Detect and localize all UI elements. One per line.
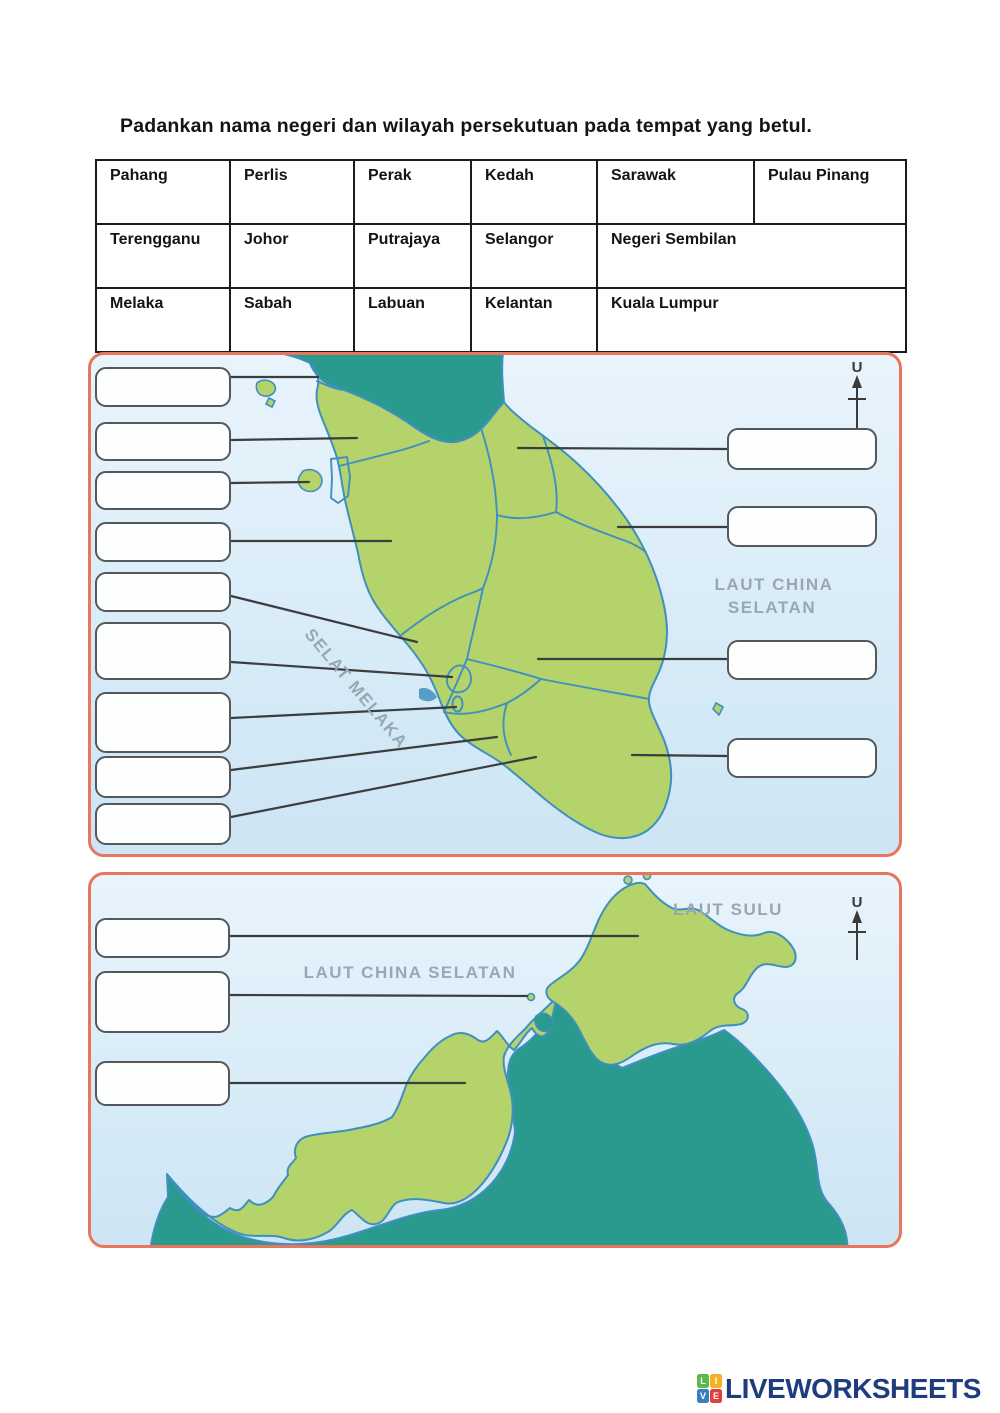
svg-text:U: U <box>852 359 863 376</box>
answer-box-johor[interactable] <box>727 738 877 778</box>
putrajaya-enclave <box>451 695 464 713</box>
word-johor[interactable]: Johor <box>229 223 355 289</box>
word-row: Melaka Sabah Labuan Kelantan Kuala Lumpu… <box>95 287 907 353</box>
map-panel-borneo: LAUT CHINA SELATAN LAUT SULU U <box>88 872 902 1248</box>
word-kuala-lumpur[interactable]: Kuala Lumpur <box>596 287 907 353</box>
sarawak-landmass <box>166 999 557 1242</box>
logo-tile-e: E <box>710 1389 722 1403</box>
islands <box>526 875 652 1002</box>
word-kedah[interactable]: Kedah <box>470 159 598 225</box>
word-negeri-sembilan[interactable]: Negeri Sembilan <box>596 223 907 289</box>
word-selangor[interactable]: Selangor <box>470 223 598 289</box>
peninsular-map: LAUT CHINA SELATAN SELAT MELAKA U <box>229 355 866 840</box>
answer-box-sabah[interactable] <box>95 918 230 958</box>
borneo-map: LAUT CHINA SELATAN LAUT SULU U <box>150 875 866 1245</box>
sea-label-laut-sulu: LAUT SULU <box>673 900 783 919</box>
svg-text:U: U <box>852 894 863 911</box>
answer-box-kuala-lumpur[interactable] <box>95 622 231 680</box>
compass-north: U <box>848 894 866 960</box>
map-panel-peninsular: LAUT CHINA SELATAN SELAT MELAKA U <box>88 352 902 857</box>
word-perak[interactable]: Perak <box>353 159 472 225</box>
answer-box-sarawak[interactable] <box>95 1061 230 1106</box>
answer-box-kedah[interactable] <box>95 422 231 461</box>
tioman-island <box>712 701 725 717</box>
penang-island <box>297 468 323 493</box>
liveworksheets-logo: L I V E LIVEWORKSHEETS <box>697 1374 981 1403</box>
answer-box-perlis[interactable] <box>95 367 231 407</box>
page-title: Padankan nama negeri dan wilayah perseku… <box>120 115 812 137</box>
word-row: Pahang Perlis Perak Kedah Sarawak Pulau … <box>95 159 907 225</box>
langkawi-island <box>255 379 277 397</box>
langkawi-islet <box>264 396 277 409</box>
liveworksheets-wordmark: LIVEWORKSHEETS <box>725 1372 981 1404</box>
answer-box-melaka[interactable] <box>95 803 231 845</box>
answer-box-kelantan[interactable] <box>727 428 877 470</box>
klang-estuary <box>419 687 437 702</box>
liveworksheets-icon: L I V E <box>697 1374 722 1403</box>
state-borders <box>316 380 650 756</box>
answer-box-pulau-pinang[interactable] <box>95 471 231 510</box>
word-melaka[interactable]: Melaka <box>95 287 231 353</box>
logo-tile-i: I <box>710 1374 722 1388</box>
word-putrajaya[interactable]: Putrajaya <box>353 223 472 289</box>
answer-box-putrajaya[interactable] <box>95 692 231 753</box>
word-labuan[interactable]: Labuan <box>353 287 472 353</box>
answer-box-perak[interactable] <box>95 522 231 562</box>
connector-lines <box>229 375 729 819</box>
sea-label-selatan: SELATAN <box>728 598 816 617</box>
labuan-island <box>526 992 536 1002</box>
logo-tile-v: V <box>697 1389 709 1403</box>
sea-label-laut-china: LAUT CHINA <box>715 575 834 594</box>
sabah-islet <box>623 875 633 885</box>
word-sarawak[interactable]: Sarawak <box>596 159 755 225</box>
sea-label-laut-china-selatan: LAUT CHINA SELATAN <box>304 963 517 982</box>
logo-tile-l: L <box>697 1374 709 1388</box>
answer-box-negeri-sembilan[interactable] <box>95 756 231 798</box>
connector-lines <box>228 934 640 1085</box>
brunei-notch <box>534 1012 554 1033</box>
word-kelantan[interactable]: Kelantan <box>470 287 598 353</box>
answer-box-selangor[interactable] <box>95 572 231 612</box>
peninsular-malaysia-landmass <box>309 362 673 840</box>
kuala-lumpur-enclave <box>445 664 472 694</box>
word-perlis[interactable]: Perlis <box>229 159 355 225</box>
sabah-islet <box>642 875 652 881</box>
islands <box>255 379 725 717</box>
answer-box-terengganu[interactable] <box>727 506 877 547</box>
sabah-landmass <box>545 881 797 1066</box>
word-row: Terengganu Johor Putrajaya Selangor Nege… <box>95 223 907 289</box>
word-sabah[interactable]: Sabah <box>229 287 355 353</box>
answer-box-labuan[interactable] <box>95 971 230 1033</box>
word-bank-table: Pahang Perlis Perak Kedah Sarawak Pulau … <box>95 159 907 353</box>
answer-box-pahang[interactable] <box>727 640 877 680</box>
strait-label-selat-melaka: SELAT MELAKA <box>301 625 412 752</box>
word-pahang[interactable]: Pahang <box>95 159 231 225</box>
word-terengganu[interactable]: Terengganu <box>95 223 231 289</box>
word-pulau-pinang[interactable]: Pulau Pinang <box>753 159 907 225</box>
